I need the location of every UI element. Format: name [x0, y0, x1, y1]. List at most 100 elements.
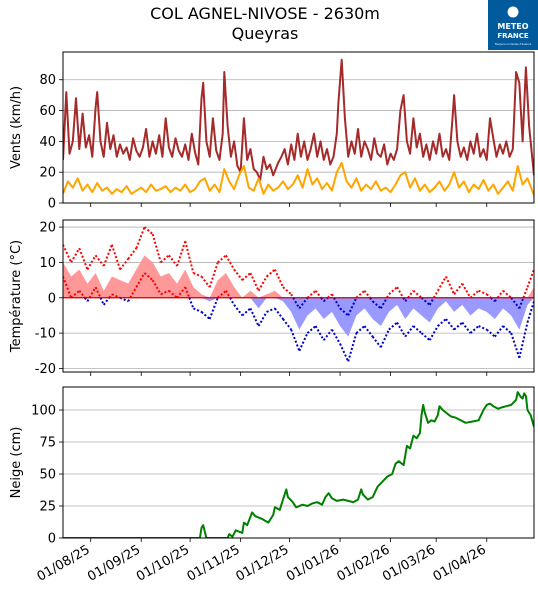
temp-min-segment	[282, 318, 292, 331]
y-tick-label: 25	[39, 500, 56, 515]
temp-max-segment	[331, 293, 335, 299]
temp-min-segment	[371, 336, 382, 348]
temp-min-segment	[428, 325, 439, 341]
temp-max-segment	[445, 276, 456, 295]
temp-max-segment	[127, 247, 138, 260]
temp-max-segment	[135, 226, 146, 249]
temp-max-segment	[428, 297, 435, 306]
logo-tagline: Toujours un temps d'avance	[495, 42, 532, 46]
temp-min-segment	[306, 325, 317, 334]
y-tick-label: 20	[39, 221, 56, 236]
x-tick-label: 01/04/26	[431, 542, 489, 584]
temp-max-segment	[94, 254, 105, 267]
x-tick-label: 01/10/25	[134, 542, 192, 584]
temp-min-segment	[86, 297, 91, 302]
temp-max-segment	[192, 272, 202, 278]
temp-min-segment	[379, 329, 390, 348]
temp-min-segment	[70, 289, 80, 299]
temp-max-segment	[184, 240, 195, 274]
temp-min-segment	[249, 307, 260, 327]
temp-min-segment	[363, 325, 374, 338]
temp-max-segment	[518, 297, 525, 309]
temp-max-segment	[290, 293, 295, 299]
temp-min-segment	[339, 343, 350, 362]
temp-max-segment	[257, 276, 268, 292]
temp-min-segment	[188, 297, 195, 309]
temp-max-segment	[412, 289, 423, 299]
plot-area	[63, 58, 534, 196]
temp-min-segment	[143, 272, 154, 281]
temp-min-segment	[94, 286, 102, 299]
y-tick-label: 40	[39, 135, 56, 150]
temp-min-segment	[453, 321, 463, 331]
logo-line2: FRANCE	[497, 32, 529, 40]
temp-max-segment	[217, 254, 227, 264]
temp-max-segment	[200, 275, 211, 288]
temp-min-segment	[229, 297, 235, 306]
temp-min-segment	[502, 325, 512, 334]
temp-min-segment	[151, 279, 162, 295]
x-tick-label: 01/01/26	[284, 542, 342, 584]
y-tick-label: 10	[39, 256, 56, 271]
temp-area-positive	[63, 255, 534, 298]
x-tick-label: 01/11/25	[185, 542, 243, 584]
temp-max-segment	[355, 289, 366, 299]
y-tick-label: 50	[39, 468, 56, 483]
temp-max-segment	[70, 247, 81, 263]
temp-min-segment	[461, 321, 472, 334]
temp-min-segment	[412, 325, 423, 334]
temp-max-segment	[160, 254, 170, 264]
x-tick-label: 01/08/25	[35, 542, 93, 584]
y-tick-label: -10	[35, 327, 56, 342]
y-tick-label: 60	[39, 104, 56, 119]
temp-min-segment	[445, 318, 455, 331]
temp-min-segment	[233, 304, 244, 317]
temp-max-segment	[363, 290, 371, 299]
wind-panel: 0 20 40 60 80 Vents (km/h)	[9, 51, 535, 212]
temp-min-segment	[510, 332, 521, 359]
temp-max-segment	[225, 254, 235, 270]
temp-min-segment	[78, 290, 86, 299]
y-axis-label: Température (°C)	[9, 240, 24, 353]
temp-max-segment	[151, 233, 162, 263]
temp-max-segment	[420, 297, 431, 306]
temp-max-segment	[436, 276, 447, 292]
temp-min-segment	[331, 329, 341, 345]
temp-min-segment	[396, 322, 407, 338]
chart-title: COL AGNEL-NIVOSE - 2630m	[150, 4, 380, 23]
plot-area	[63, 391, 534, 538]
y-tick-label: 80	[39, 73, 56, 88]
temp-max-segment	[371, 300, 382, 310]
temp-min-segment	[314, 325, 325, 341]
temp-max-segment	[496, 290, 504, 299]
temp-max-segment	[432, 290, 439, 299]
temp-min-segment	[111, 293, 121, 299]
temp-max-segment	[404, 297, 409, 302]
y-tick-label: -20	[35, 362, 56, 377]
temp-min-segment	[404, 325, 415, 338]
series-snow-line	[63, 391, 534, 538]
temp-min-segment	[135, 272, 146, 288]
temp-max-segment	[233, 268, 244, 281]
temp-max-segment	[119, 258, 129, 271]
temp-max-segment	[249, 272, 260, 292]
temp-min-segment	[478, 325, 488, 331]
temp-max-segment	[494, 297, 499, 302]
meteo-france-logo: METEO FRANCE Toujours un temps d'avance	[488, 0, 538, 50]
temp-min-segment	[437, 318, 447, 327]
axes-frame	[62, 386, 535, 539]
temp-min-segment	[469, 325, 480, 334]
temp-min-segment	[160, 289, 170, 296]
temp-min-segment	[192, 307, 202, 313]
y-tick-label: 20	[39, 166, 56, 181]
temp-max-segment	[306, 289, 317, 299]
y-tick-label: 0	[48, 291, 56, 306]
temp-max-segment	[282, 286, 292, 295]
temp-max-segment	[407, 290, 415, 299]
temp-min-segment	[494, 325, 504, 338]
temp-max-segment	[388, 286, 398, 295]
temp-min-segment	[127, 297, 132, 302]
y-axis-label: Vents (km/h)	[9, 86, 24, 169]
temp-max-segment	[526, 269, 534, 288]
